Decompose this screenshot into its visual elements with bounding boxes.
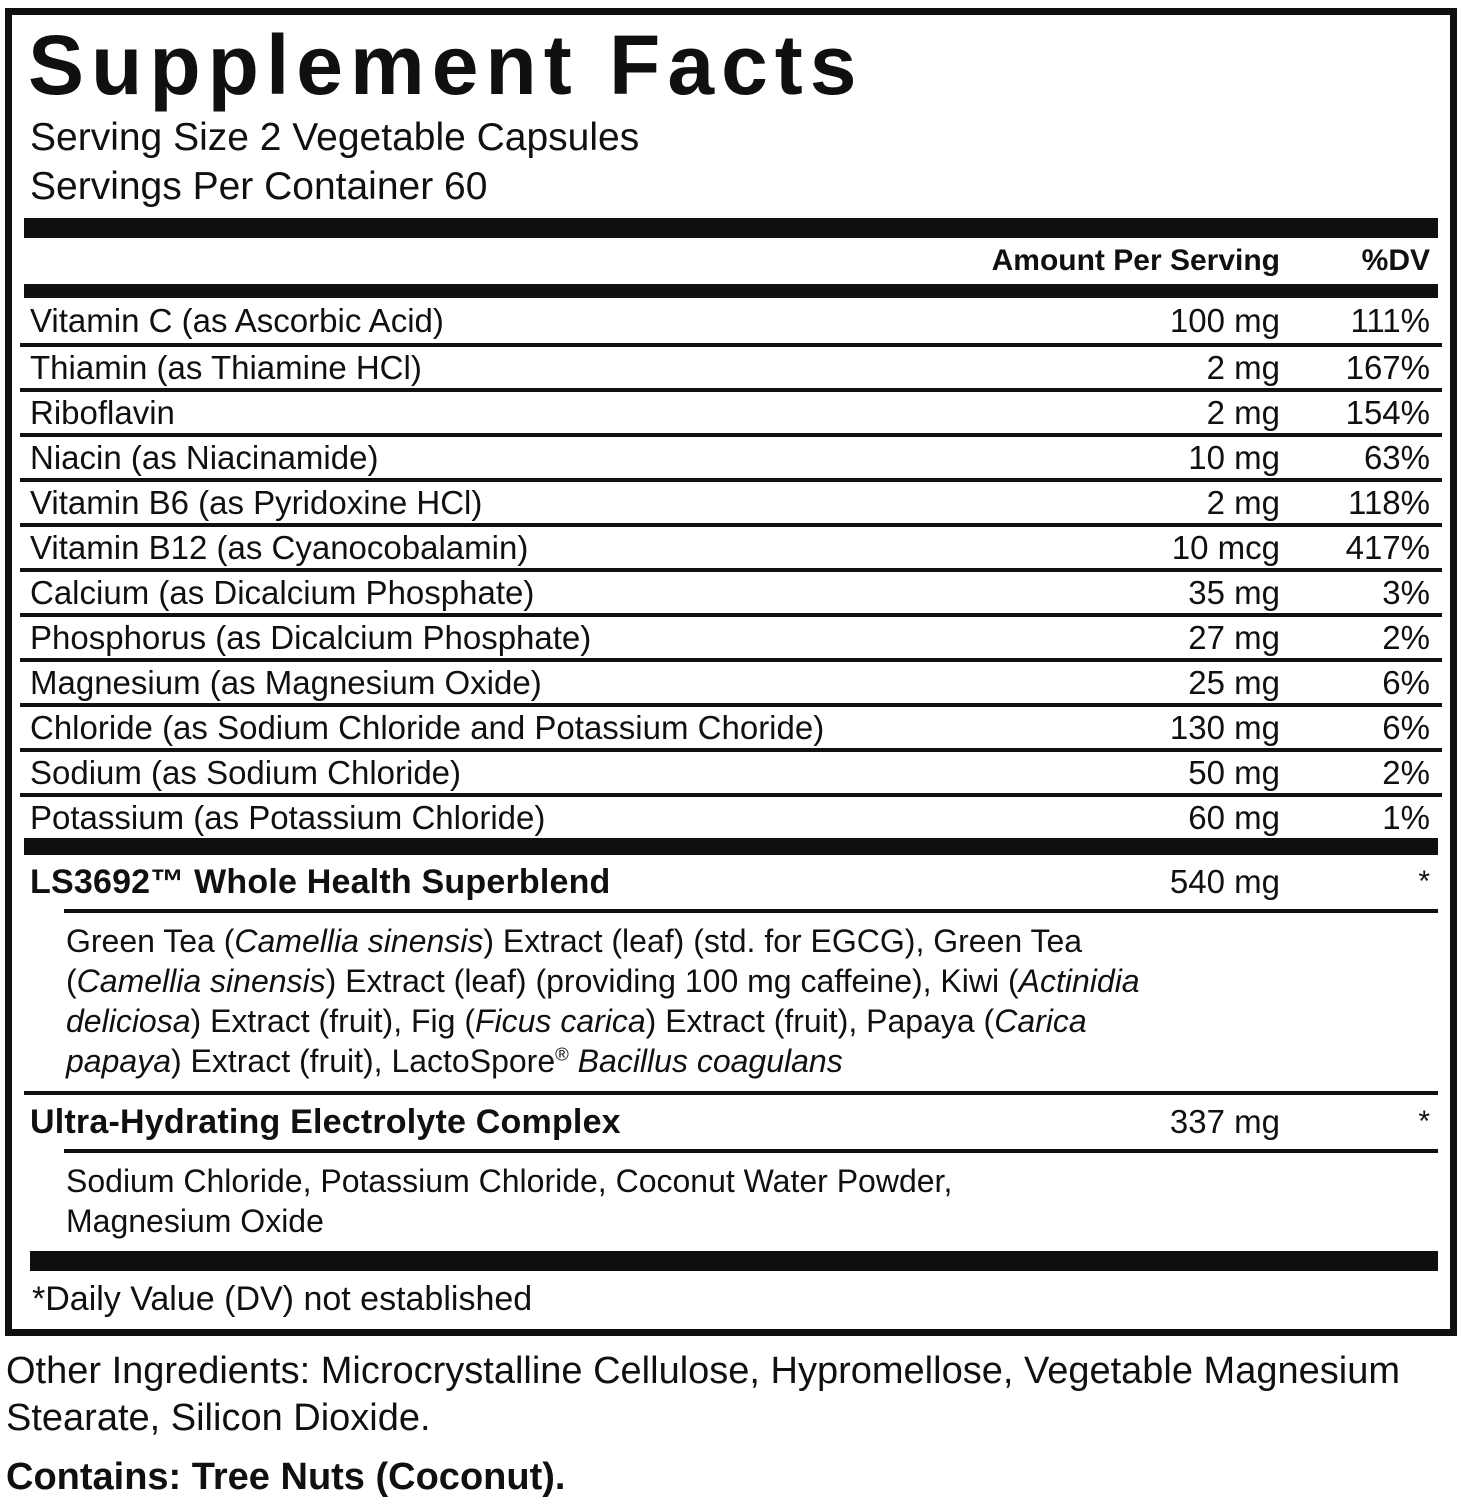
amount-column-header: Amount Per Serving xyxy=(991,244,1280,277)
nutrient-name: Vitamin B6 (as Pyridoxine HCl) xyxy=(30,483,483,521)
separator-under-superblend xyxy=(64,909,1438,913)
nutrient-name: Sodium (as Sodium Chloride) xyxy=(30,753,462,791)
nutrient-dv: 111% xyxy=(1350,301,1430,339)
nutrient-rows: Vitamin C (as Ascorbic Acid) 100 mg 111%… xyxy=(20,298,1442,838)
nutrient-amount: 35 mg xyxy=(1188,573,1280,611)
divider-bar-under-header xyxy=(24,284,1438,298)
superblend-ingredients-text: Green Tea (Camellia sinensis) Extract (l… xyxy=(66,923,1140,1079)
other-ingredients-text: Other Ingredients: Microcrystalline Cell… xyxy=(6,1350,1400,1439)
nutrient-dv: 63% xyxy=(1363,438,1430,476)
panel-title: Supplement Facts xyxy=(28,18,864,112)
nutrient-amount: 10 mg xyxy=(1188,438,1280,476)
nutrient-amount: 25 mg xyxy=(1188,663,1280,701)
blend-name: LS3692™ Whole Health Superblend xyxy=(30,862,611,901)
nutrient-dv: 2% xyxy=(1382,753,1430,791)
nutrient-name: Thiamin (as Thiamine HCl) xyxy=(30,348,422,386)
blend-dv-asterisk: * xyxy=(1418,1105,1430,1138)
blend-row-superblend: LS3692™ Whole Health Superblend 540 mg * xyxy=(20,855,1442,909)
nutrient-dv: 118% xyxy=(1348,483,1430,521)
separator-above-electrolyte xyxy=(24,1091,1438,1095)
nutrient-amount: 27 mg xyxy=(1188,618,1280,656)
blend-amount: 540 mg xyxy=(1169,863,1280,900)
table-row-sodium: Sodium (as Sodium Chloride) 50 mg 2% xyxy=(20,748,1442,793)
nutrient-amount: 2 mg xyxy=(1206,348,1280,386)
nutrient-dv: 167% xyxy=(1345,348,1430,386)
nutrient-name: Calcium (as Dicalcium Phosphate) xyxy=(30,573,535,611)
table-row-vitamin-b12: Vitamin B12 (as Cyanocobalamin) 10 mcg 4… xyxy=(20,523,1442,568)
table-row-calcium: Calcium (as Dicalcium Phosphate) 35 mg 3… xyxy=(20,568,1442,613)
table-row-magnesium: Magnesium (as Magnesium Oxide) 25 mg 6% xyxy=(20,658,1442,703)
nutrient-name: Riboflavin xyxy=(30,393,175,431)
table-row-riboflavin: Riboflavin 2 mg 154% xyxy=(20,388,1442,433)
table-row-potassium: Potassium (as Potassium Chloride) 60 mg … xyxy=(20,793,1442,838)
table-row-phosphorus: Phosphorus (as Dicalcium Phosphate) 27 m… xyxy=(20,613,1442,658)
table-row-vitamin-c: Vitamin C (as Ascorbic Acid) 100 mg 111% xyxy=(20,298,1442,343)
divider-bar-pre-blend xyxy=(24,838,1438,855)
supplement-label-page: Supplement Facts Serving Size 2 Vegetabl… xyxy=(0,8,1462,1499)
table-row-chloride: Chloride (as Sodium Chloride and Potassi… xyxy=(20,703,1442,748)
nutrient-name: Chloride (as Sodium Chloride and Potassi… xyxy=(30,708,825,746)
dv-column-header: %DV xyxy=(1361,244,1430,277)
nutrient-dv: 2% xyxy=(1382,618,1430,656)
table-row-vitamin-b6: Vitamin B6 (as Pyridoxine HCl) 2 mg 118% xyxy=(20,478,1442,523)
table-row-thiamin: Thiamin (as Thiamine HCl) 2 mg 167% xyxy=(20,343,1442,388)
servings-per-container-line: Servings Per Container 60 xyxy=(30,165,488,208)
nutrient-name: Vitamin B12 (as Cyanocobalamin) xyxy=(30,528,529,566)
nutrient-dv: 154% xyxy=(1345,393,1430,431)
blend-name: Ultra-Hydrating Electrolyte Complex xyxy=(30,1102,621,1141)
nutrient-dv: 1% xyxy=(1382,798,1430,836)
nutrient-amount: 50 mg xyxy=(1188,753,1280,791)
nutrient-name: Phosphorus (as Dicalcium Phosphate) xyxy=(30,618,592,656)
supplement-facts-panel: Supplement Facts Serving Size 2 Vegetabl… xyxy=(5,8,1457,1336)
nutrient-dv: 6% xyxy=(1382,663,1430,701)
electrolyte-ingredients-text: Sodium Chloride, Potassium Chloride, Coc… xyxy=(66,1163,953,1239)
separator-under-electrolyte xyxy=(64,1149,1438,1153)
nutrient-name: Magnesium (as Magnesium Oxide) xyxy=(30,663,542,701)
nutrient-name: Potassium (as Potassium Chloride) xyxy=(30,798,546,836)
table-row-niacin: Niacin (as Niacinamide) 10 mg 63% xyxy=(20,433,1442,478)
nutrient-name: Niacin (as Niacinamide) xyxy=(30,438,379,476)
column-header-row: Amount Per Serving %DV xyxy=(20,238,1442,284)
blend-amount: 337 mg xyxy=(1169,1103,1280,1140)
nutrient-amount: 130 mg xyxy=(1169,708,1280,746)
nutrient-name: Vitamin C (as Ascorbic Acid) xyxy=(30,301,444,339)
divider-bar-top xyxy=(24,218,1438,238)
contains-statement: Contains: Tree Nuts (Coconut). xyxy=(6,1456,566,1498)
nutrient-amount: 10 mcg xyxy=(1171,528,1280,566)
daily-value-footnote: *Daily Value (DV) not established xyxy=(32,1280,533,1318)
nutrient-dv: 3% xyxy=(1382,573,1430,611)
divider-bar-pre-footnote xyxy=(30,1251,1438,1271)
nutrient-dv: 6% xyxy=(1382,708,1430,746)
serving-size-line: Serving Size 2 Vegetable Capsules xyxy=(30,116,640,159)
nutrient-amount: 100 mg xyxy=(1169,301,1280,339)
nutrient-dv: 417% xyxy=(1345,528,1430,566)
blend-row-electrolyte: Ultra-Hydrating Electrolyte Complex 337 … xyxy=(20,1095,1442,1149)
nutrient-amount: 60 mg xyxy=(1188,798,1280,836)
nutrient-amount: 2 mg xyxy=(1206,483,1280,521)
nutrient-amount: 2 mg xyxy=(1206,393,1280,431)
blend-dv-asterisk: * xyxy=(1418,865,1430,898)
